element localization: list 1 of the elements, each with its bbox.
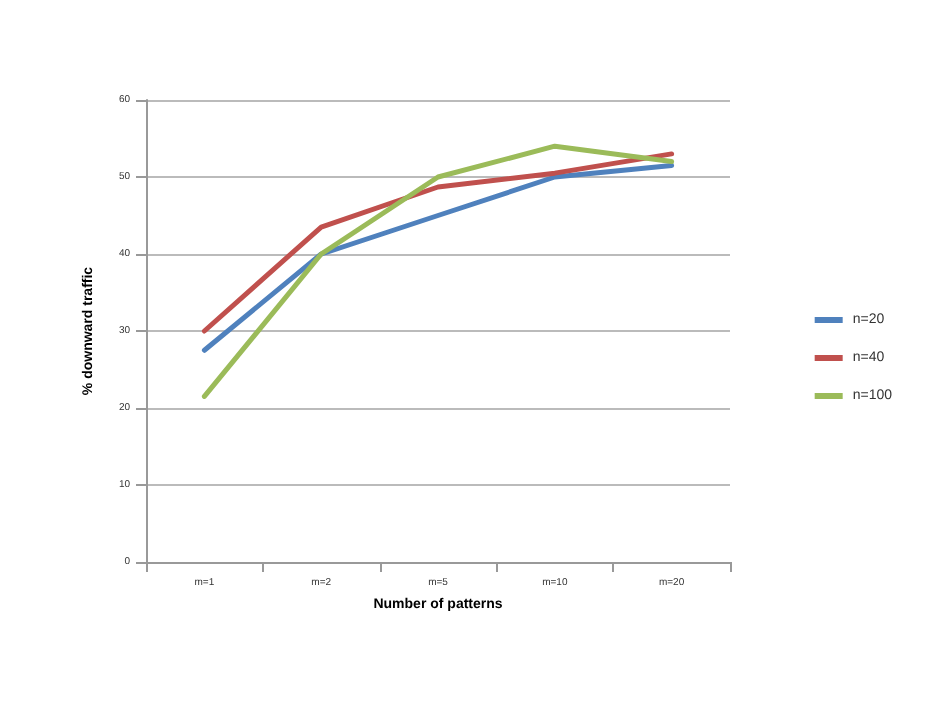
line-series	[201, 143, 675, 399]
